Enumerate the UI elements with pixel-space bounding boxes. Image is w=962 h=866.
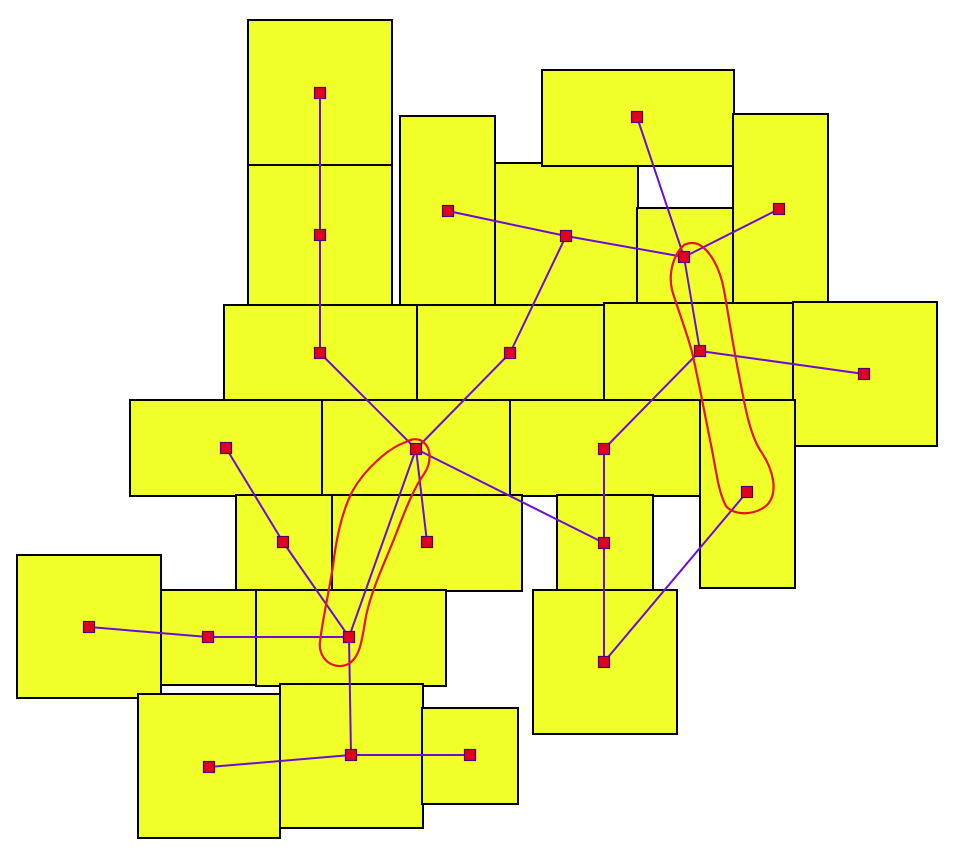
- nodes-layer: [82, 86, 871, 774]
- edge-n07-n04: [415, 352, 511, 450]
- node-n12: [857, 367, 871, 381]
- node-n05: [441, 204, 455, 218]
- node-n24: [202, 760, 216, 774]
- edge-n11-n13: [603, 350, 701, 450]
- edge-n06-n09: [565, 235, 685, 258]
- node-n04: [409, 442, 423, 456]
- edge-n04-n14: [415, 448, 605, 544]
- edge-n18-n19: [88, 626, 209, 638]
- edge-n11-n12: [699, 350, 865, 375]
- node-n03: [313, 346, 327, 360]
- edge-n05-n06: [447, 210, 567, 237]
- node-n19: [201, 630, 215, 644]
- edge-n22-n21: [225, 447, 284, 543]
- node-n14: [597, 536, 611, 550]
- boxes-layer: [16, 19, 938, 839]
- edge-n10-n09: [683, 208, 780, 258]
- node-n21: [276, 535, 290, 549]
- annotations-layer: [318, 241, 775, 668]
- node-n16: [740, 485, 754, 499]
- node-n22: [219, 441, 233, 455]
- node-n06: [559, 229, 573, 243]
- annotation-loop-left: [318, 438, 431, 668]
- node-n20: [342, 630, 356, 644]
- node-n07: [503, 346, 517, 360]
- node-n02: [313, 228, 327, 242]
- node-n08: [630, 110, 644, 124]
- node-n13: [597, 442, 611, 456]
- box-b15: [699, 399, 796, 589]
- edge-n04-n17: [415, 448, 428, 543]
- node-n10: [772, 202, 786, 216]
- edge-n04-n20: [348, 448, 417, 638]
- node-n17: [420, 535, 434, 549]
- edge-n20-n23: [348, 636, 352, 756]
- node-n11: [693, 344, 707, 358]
- edges-layer: [88, 93, 865, 768]
- edge-n21-n20: [282, 541, 350, 638]
- edge-n08-n09: [636, 116, 685, 258]
- node-n01: [313, 86, 327, 100]
- edge-n24-n23: [208, 754, 352, 768]
- node-n25: [463, 748, 477, 762]
- edge-n15-n16: [603, 491, 748, 663]
- edge-n09-n11: [683, 256, 701, 352]
- node-n23: [344, 748, 358, 762]
- annotation-loop-right: [669, 241, 775, 515]
- edge-n03-n04: [319, 352, 417, 450]
- node-n15: [597, 655, 611, 669]
- edge-n06-n07: [509, 235, 567, 354]
- node-n09: [677, 250, 691, 264]
- node-n18: [82, 620, 96, 634]
